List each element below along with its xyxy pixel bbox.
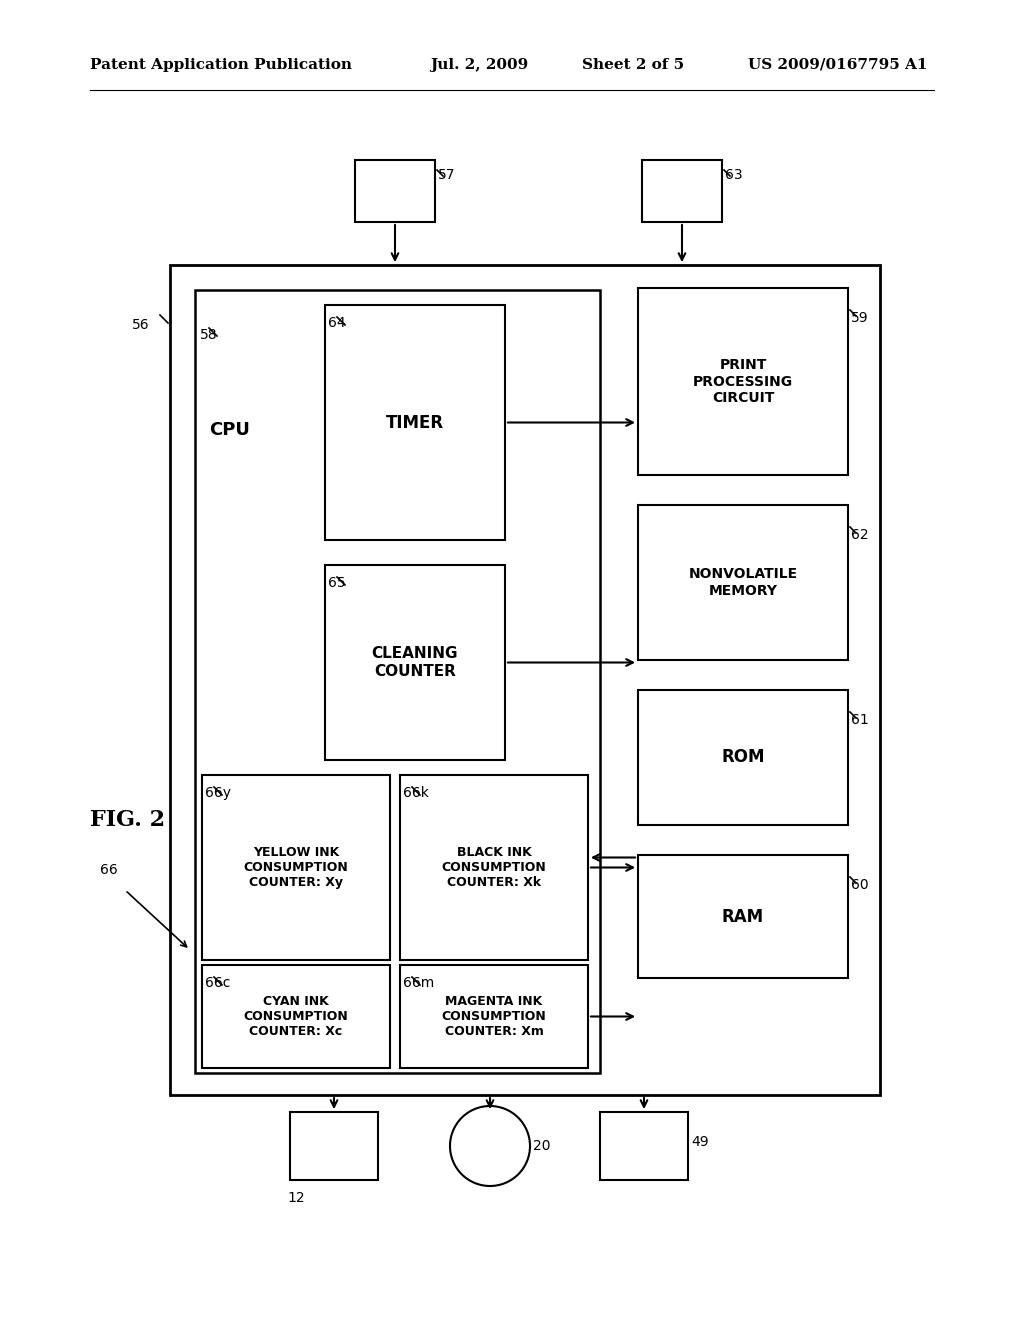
Bar bbox=[638, 690, 848, 825]
Text: CYAN INK
CONSUMPTION
COUNTER: Xc: CYAN INK CONSUMPTION COUNTER: Xc bbox=[244, 995, 348, 1038]
Text: 66: 66 bbox=[100, 863, 118, 876]
Text: 63: 63 bbox=[725, 168, 742, 182]
Text: 60: 60 bbox=[851, 878, 868, 892]
Text: MAGENTA INK
CONSUMPTION
COUNTER: Xm: MAGENTA INK CONSUMPTION COUNTER: Xm bbox=[441, 995, 547, 1038]
Text: ROM: ROM bbox=[721, 748, 765, 767]
Bar bbox=[170, 265, 880, 1096]
Text: 66y: 66y bbox=[205, 785, 231, 800]
Bar bbox=[400, 965, 588, 1068]
Text: 56: 56 bbox=[132, 318, 150, 333]
Text: RAM: RAM bbox=[722, 908, 764, 925]
Bar bbox=[638, 855, 848, 978]
Text: CPU: CPU bbox=[210, 421, 251, 440]
Text: 61: 61 bbox=[851, 713, 868, 727]
Text: 57: 57 bbox=[438, 168, 456, 182]
Text: CLEANING
COUNTER: CLEANING COUNTER bbox=[372, 647, 459, 678]
Text: FIG. 2: FIG. 2 bbox=[90, 809, 166, 832]
Text: 66k: 66k bbox=[403, 785, 429, 800]
Text: PRINT
PROCESSING
CIRCUIT: PRINT PROCESSING CIRCUIT bbox=[693, 358, 793, 405]
Text: 58: 58 bbox=[200, 327, 218, 342]
Text: Patent Application Publication: Patent Application Publication bbox=[90, 58, 352, 73]
Text: Jul. 2, 2009: Jul. 2, 2009 bbox=[430, 58, 528, 73]
Bar bbox=[642, 160, 722, 222]
Bar bbox=[202, 775, 390, 960]
Text: NONVOLATILE
MEMORY: NONVOLATILE MEMORY bbox=[688, 568, 798, 598]
Bar bbox=[290, 1111, 378, 1180]
Bar bbox=[638, 288, 848, 475]
Text: 49: 49 bbox=[691, 1135, 709, 1148]
Text: US 2009/0167795 A1: US 2009/0167795 A1 bbox=[748, 58, 928, 73]
Bar bbox=[325, 565, 505, 760]
Text: 12: 12 bbox=[287, 1191, 304, 1205]
Bar bbox=[195, 290, 600, 1073]
Text: 64: 64 bbox=[328, 315, 346, 330]
Text: Sheet 2 of 5: Sheet 2 of 5 bbox=[582, 58, 684, 73]
Text: 59: 59 bbox=[851, 312, 868, 325]
Bar bbox=[600, 1111, 688, 1180]
Text: 66c: 66c bbox=[205, 975, 230, 990]
Bar bbox=[355, 160, 435, 222]
Text: TIMER: TIMER bbox=[386, 413, 444, 432]
Text: 62: 62 bbox=[851, 528, 868, 543]
Text: 20: 20 bbox=[534, 1139, 551, 1152]
Text: BLACK INK
CONSUMPTION
COUNTER: Xk: BLACK INK CONSUMPTION COUNTER: Xk bbox=[441, 846, 547, 888]
Text: 66m: 66m bbox=[403, 975, 434, 990]
Text: YELLOW INK
CONSUMPTION
COUNTER: Xy: YELLOW INK CONSUMPTION COUNTER: Xy bbox=[244, 846, 348, 888]
Bar bbox=[400, 775, 588, 960]
Bar bbox=[325, 305, 505, 540]
Bar bbox=[202, 965, 390, 1068]
Text: 65: 65 bbox=[328, 576, 346, 590]
Bar bbox=[638, 506, 848, 660]
